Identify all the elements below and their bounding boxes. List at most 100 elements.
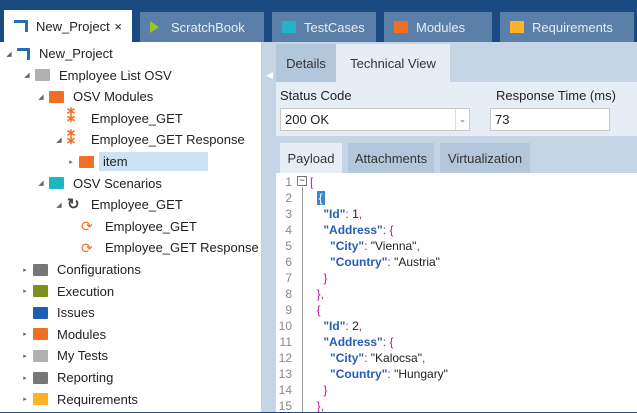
tree-item[interactable]: Issues xyxy=(20,302,95,323)
fold-line xyxy=(302,187,303,412)
tree-item-label: Employee_GET Response xyxy=(91,132,245,148)
collapse-panel-icon[interactable]: ◀ xyxy=(266,70,273,80)
config-folder-icon xyxy=(33,263,48,276)
tree-item[interactable]: ▸ Execution xyxy=(20,281,114,302)
line-number: 10 xyxy=(278,319,292,333)
code-line[interactable]: "Address": { xyxy=(323,223,394,237)
fold-toggle-icon[interactable]: − xyxy=(297,176,307,186)
tree-item[interactable]: ◢ Employee List OSV xyxy=(22,65,172,86)
line-number: 15 xyxy=(278,399,292,413)
folder-icon xyxy=(35,69,50,82)
tree-item-label: item xyxy=(99,152,208,171)
play-icon xyxy=(150,21,159,33)
folder-icon xyxy=(33,349,48,362)
tab-modules[interactable]: Modules xyxy=(384,12,492,42)
message-icon: ⟳ xyxy=(81,218,93,235)
line-number: 2 xyxy=(285,191,292,205)
payload-editor[interactable]: − 1 [2 {3 "Id": 1, 4 "Address": {5 "City":… xyxy=(276,173,637,413)
code-line[interactable]: }, xyxy=(316,287,325,301)
tree-item[interactable]: ▸ item xyxy=(66,151,208,172)
expander-icon[interactable]: ▸ xyxy=(23,288,27,296)
project-tree: ◢ New_Project ◢ Employee List OSV ◢ OSV Modul… xyxy=(0,42,262,412)
folder-icon xyxy=(394,21,408,33)
status-code-label: Status Code xyxy=(280,88,352,103)
folder-icon xyxy=(33,285,48,298)
expander-icon[interactable]: ▸ xyxy=(69,158,73,166)
tree-item[interactable]: ◢ ⁑ Employee_GET Response xyxy=(54,129,245,150)
expander-icon[interactable]: ◢ xyxy=(38,93,44,101)
tree-item[interactable]: ◢ OSV Modules xyxy=(36,86,153,107)
tab-virtualization[interactable]: Virtualization xyxy=(440,143,530,173)
tab-new-project[interactable]: New_Project × xyxy=(4,10,132,42)
code-line[interactable]: "Id": 1, xyxy=(323,207,363,221)
line-number: 1 xyxy=(285,175,292,189)
tab-label: ScratchBook xyxy=(171,19,245,35)
expander-icon[interactable]: ◢ xyxy=(56,201,62,209)
expander-icon[interactable]: ▸ xyxy=(23,396,27,404)
tab-payload[interactable]: Payload xyxy=(280,143,342,173)
tab-label: New_Project xyxy=(36,18,110,34)
tree-item-label: Employee_GET Response xyxy=(105,240,259,256)
tree-item-label: Reporting xyxy=(57,370,114,385)
code-line[interactable]: } xyxy=(323,383,328,397)
folder-icon xyxy=(33,306,48,319)
tree-item-label: Configurations xyxy=(57,262,141,277)
expander-icon[interactable]: ▸ xyxy=(23,331,27,339)
folder-icon xyxy=(33,328,48,341)
tree-item[interactable]: ⟳ Employee_GET xyxy=(68,216,197,237)
close-tab-icon[interactable]: × xyxy=(114,18,122,34)
expander-icon[interactable]: ◢ xyxy=(24,72,30,80)
tab-label: Requirements xyxy=(532,19,613,35)
expander-icon[interactable]: ▸ xyxy=(23,266,27,274)
code-line[interactable]: "Id": 2, xyxy=(323,319,363,333)
tab-technical-view[interactable]: Technical View xyxy=(336,44,450,82)
code-line[interactable]: "Country": "Austria" xyxy=(330,255,440,269)
tree-item[interactable]: ⟳ Employee_GET Response xyxy=(68,237,259,258)
code-line[interactable]: { xyxy=(316,303,321,317)
tree-item-label: OSV Modules xyxy=(73,89,154,105)
tab-attachments[interactable]: Attachments xyxy=(348,143,434,173)
code-line[interactable]: "Address": { xyxy=(323,335,394,349)
tree-item[interactable]: ◢ New_Project xyxy=(4,43,112,64)
tree-item[interactable]: ◢ ↻ Employee_GET xyxy=(54,194,182,215)
detail-panel: ◀ Details Technical View Status Code 200… xyxy=(262,42,637,413)
tree-item-label: My Tests xyxy=(57,348,109,364)
folder-icon xyxy=(33,393,48,406)
tab-testcases[interactable]: TestCases xyxy=(272,12,376,42)
tab-requirements[interactable]: Requirements xyxy=(500,12,634,42)
code-line[interactable]: "Country": "Hungary" xyxy=(330,367,448,381)
tab-label: TestCases xyxy=(304,19,365,35)
tab-scratchbook[interactable]: ScratchBook xyxy=(140,12,264,42)
tree-item-label: Issues xyxy=(57,305,95,321)
tree-item-label: Requirements xyxy=(57,391,138,407)
expander-icon[interactable]: ◢ xyxy=(56,136,62,144)
tree-item[interactable]: ▸ My Tests xyxy=(20,345,108,366)
expander-icon[interactable]: ▸ xyxy=(23,374,27,382)
tree-item-label: Employee List OSV xyxy=(59,67,172,83)
code-line[interactable]: "City": "Kalocsa", xyxy=(330,351,426,365)
code-line[interactable]: } xyxy=(323,271,328,285)
tree-item[interactable]: ▸ Configurations xyxy=(20,259,141,280)
project-tab-bar: New_Project × ScratchBook TestCases Modu… xyxy=(0,0,637,42)
folder-icon xyxy=(49,177,64,190)
tab-details[interactable]: Details xyxy=(276,44,336,82)
expander-icon[interactable]: ◢ xyxy=(6,50,12,58)
tree-item-label: Employee_GET xyxy=(91,110,183,126)
expander-icon[interactable]: ◢ xyxy=(38,180,44,188)
status-code-select[interactable]: 200 OK ⌄ xyxy=(280,108,470,131)
expander-icon[interactable]: ▸ xyxy=(23,352,27,360)
tab-label: Modules xyxy=(416,19,466,35)
code-line[interactable]: "City": "Vienna", xyxy=(330,239,420,253)
chevron-down-icon[interactable]: ⌄ xyxy=(455,109,469,130)
code-line[interactable]: }, xyxy=(316,399,325,413)
line-number: 14 xyxy=(278,383,292,397)
tree-item[interactable]: ▸ Reporting xyxy=(20,367,113,388)
tree-item[interactable]: ▸ Requirements xyxy=(20,389,138,410)
code-line[interactable]: { xyxy=(316,191,325,205)
tree-item[interactable]: ▸ Modules xyxy=(20,324,106,345)
tree-item[interactable]: ◢ OSV Scenarios xyxy=(36,173,162,194)
code-line[interactable]: [ xyxy=(310,175,314,189)
response-time-input[interactable]: 73 xyxy=(490,108,610,131)
tree-item[interactable]: ⁑ Employee_GET xyxy=(54,108,183,129)
line-number: 4 xyxy=(285,223,292,237)
